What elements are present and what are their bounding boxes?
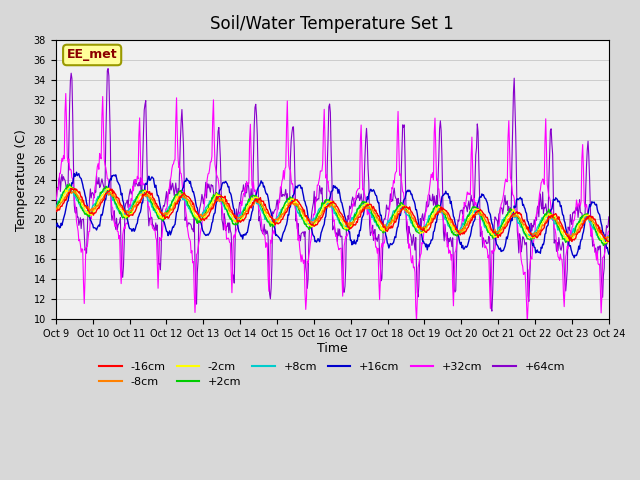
Y-axis label: Temperature (C): Temperature (C): [15, 129, 28, 230]
X-axis label: Time: Time: [317, 342, 348, 355]
Text: EE_met: EE_met: [67, 48, 118, 61]
Legend: -16cm, -8cm, -2cm, +2cm, +8cm, +16cm, +32cm, +64cm: -16cm, -8cm, -2cm, +2cm, +8cm, +16cm, +3…: [95, 357, 570, 392]
Title: Soil/Water Temperature Set 1: Soil/Water Temperature Set 1: [211, 15, 454, 33]
